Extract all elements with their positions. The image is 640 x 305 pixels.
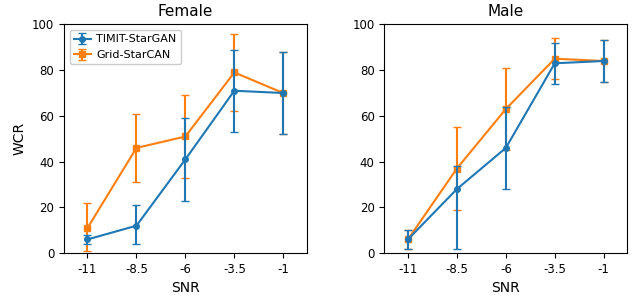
- Title: Male: Male: [488, 4, 524, 19]
- Title: Female: Female: [157, 4, 213, 19]
- X-axis label: SNR: SNR: [492, 282, 520, 296]
- Legend: TIMIT-StarGAN, Grid-StarCAN: TIMIT-StarGAN, Grid-StarCAN: [70, 30, 181, 64]
- X-axis label: SNR: SNR: [171, 282, 200, 296]
- Y-axis label: WCR: WCR: [12, 122, 26, 155]
